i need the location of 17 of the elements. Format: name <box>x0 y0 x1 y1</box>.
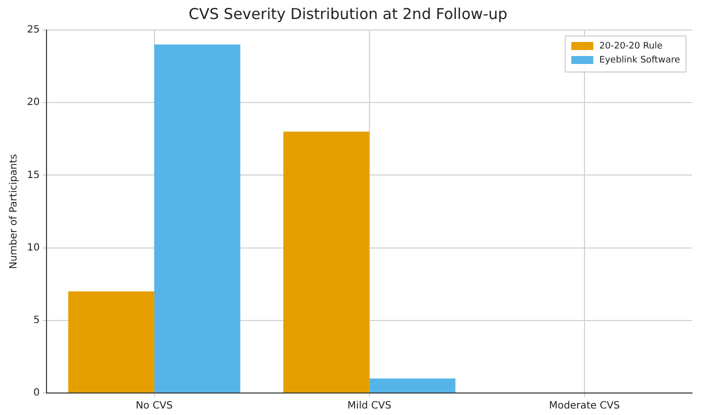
y-axis-title: Number of Participants <box>8 154 20 269</box>
x-tick-label: Mild CVS <box>347 400 392 412</box>
bar <box>283 132 370 392</box>
x-tick-label: Moderate CVS <box>548 400 620 412</box>
legend-label: Eyeblink Software <box>599 55 680 66</box>
y-tick-label: 0 <box>33 388 40 399</box>
chart-title: CVS Severity Distribution at 2nd Follow-up <box>188 4 508 23</box>
bar <box>369 378 456 392</box>
legend-label: 20-20-20 Rule <box>599 41 664 52</box>
x-tick-label: No CVS <box>136 400 173 412</box>
y-tick-label: 25 <box>26 24 40 36</box>
y-tick-label: 10 <box>26 242 40 254</box>
bar <box>154 44 240 392</box>
y-tick-label: 15 <box>26 170 40 181</box>
y-tick-label: 5 <box>33 314 40 326</box>
bar <box>68 291 154 392</box>
y-tick-label: 20 <box>26 97 40 108</box>
